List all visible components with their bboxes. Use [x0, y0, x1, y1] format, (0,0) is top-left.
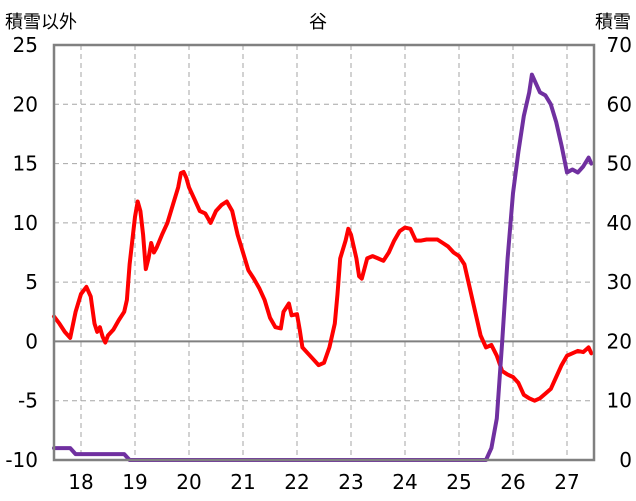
- x-axis-ticks: 18 19 20 21 22 23 24 25 26 27: [68, 470, 579, 494]
- right-tick-label: 50: [607, 152, 632, 176]
- left-axis-label: 積雪以外: [5, 12, 77, 33]
- left-tick-label: -5: [18, 389, 38, 413]
- x-tick-label: 19: [122, 470, 147, 494]
- left-tick-label: 20: [13, 92, 38, 116]
- x-tick-label: 24: [392, 470, 417, 494]
- series-lines: [52, 72, 594, 462]
- x-tick-label: 26: [500, 470, 525, 494]
- grid: [54, 45, 594, 460]
- right-tick-label: 40: [607, 211, 632, 235]
- x-tick-label: 20: [176, 470, 201, 494]
- right-axis-label: 積雪: [595, 12, 631, 33]
- left-tick-label: 0: [25, 329, 38, 353]
- left-tick-label: 25: [13, 33, 38, 57]
- series-line-right-axis: [52, 72, 594, 462]
- right-tick-label: 0: [619, 448, 632, 472]
- x-tick-label: 23: [338, 470, 363, 494]
- right-tick-label: 20: [607, 329, 632, 353]
- plot-frame: [52, 43, 596, 462]
- x-tick-label: 21: [230, 470, 255, 494]
- right-tick-label: 70: [607, 33, 632, 57]
- series-line-left-axis: [52, 169, 594, 403]
- left-axis-ticks: 25 20 15 10 5 0 -5 -10: [5, 33, 38, 472]
- right-axis-ticks: 70 60 50 40 30 20 10 0: [607, 33, 632, 472]
- right-tick-label: 10: [607, 389, 632, 413]
- right-tick-label: 60: [607, 92, 632, 116]
- right-tick-label: 30: [607, 270, 632, 294]
- x-tick-label: 27: [554, 470, 579, 494]
- left-tick-label: -10: [5, 448, 38, 472]
- chart-title: 谷: [309, 12, 327, 33]
- x-tick-label: 18: [68, 470, 93, 494]
- x-tick-label: 25: [446, 470, 471, 494]
- left-tick-label: 5: [25, 270, 38, 294]
- left-tick-label: 15: [13, 152, 38, 176]
- x-tick-label: 22: [284, 470, 309, 494]
- left-tick-label: 10: [13, 211, 38, 235]
